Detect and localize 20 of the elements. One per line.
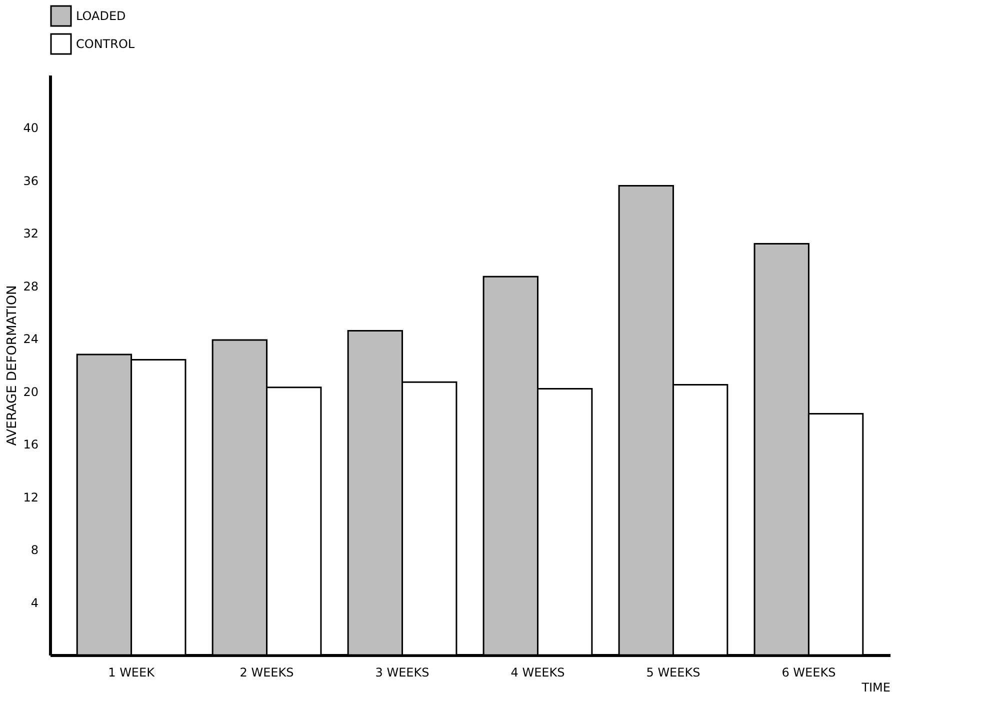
y-tick-label: 4 [30,596,38,610]
y-tick-label: 24 [23,332,38,346]
x-tick-label: 3 WEEKS [375,666,430,680]
x-tick-label: 5 WEEKS [646,666,700,680]
y-tick-label: 12 [23,490,38,504]
y-tick-label: 16 [23,438,38,452]
x-tick-label: 2 WEEKS [240,666,294,680]
y-tick-label: 40 [23,121,38,136]
x-axis-title: TIME [860,680,890,694]
legend-label: CONTROL [76,37,135,51]
y-tick-label: 28 [23,279,38,294]
legend-label: LOADED [76,9,126,23]
x-tick-label: 6 WEEKS [782,666,836,680]
y-tick-label: 20 [23,384,38,399]
x-tick-label: 1 WEEK [108,666,156,680]
x-tick-label: 4 WEEKS [510,666,565,680]
y-tick-label: 8 [30,543,38,558]
y-axis-title: AVERAGE DEFORMATION [5,285,20,446]
y-tick-label: 36 [23,174,38,188]
y-tick-label: 32 [23,226,38,241]
